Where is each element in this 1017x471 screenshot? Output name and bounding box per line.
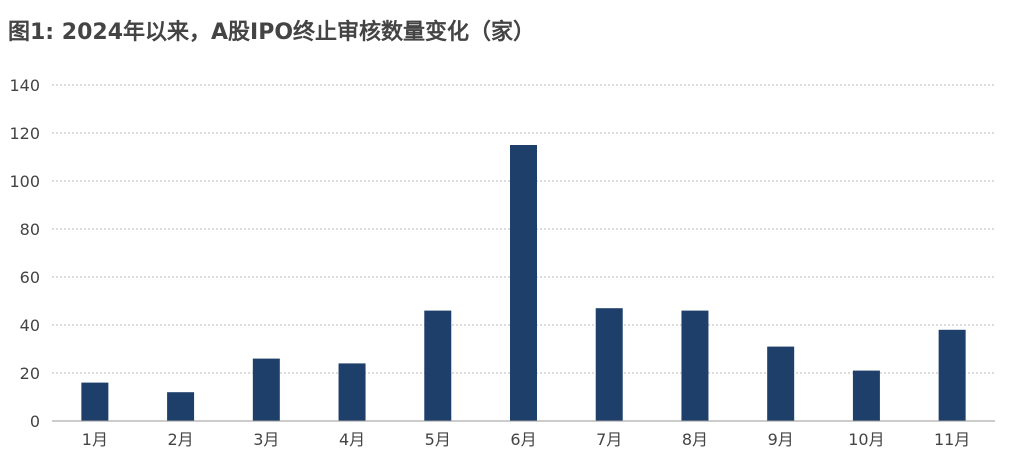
y-tick-label: 60	[20, 268, 40, 287]
bar	[852, 370, 880, 421]
y-tick-label: 100	[9, 172, 40, 191]
grid-layer	[52, 84, 995, 374]
y-tick-label: 140	[9, 76, 40, 95]
bar	[681, 310, 709, 421]
y-tick-label: 0	[30, 412, 40, 431]
x-tick-label: 4月	[339, 430, 365, 449]
x-tick-label: 9月	[768, 430, 794, 449]
bar	[595, 308, 623, 421]
x-tick-label: 2月	[167, 430, 193, 449]
y-tick-label: 120	[9, 124, 40, 143]
x-tick-label: 5月	[425, 430, 451, 449]
bars-layer	[81, 145, 966, 421]
bar	[167, 392, 195, 421]
bar	[81, 382, 109, 421]
bar	[338, 363, 366, 421]
bar	[767, 346, 795, 421]
bar	[510, 145, 537, 421]
x-tick-label: 7月	[596, 430, 622, 449]
x-tick-label: 1月	[82, 430, 108, 449]
y-tick-label: 40	[20, 316, 40, 335]
y-tick-label: 20	[20, 364, 40, 383]
y-axis-ticks: 0 20 40 60 80 100 120 140	[9, 76, 40, 431]
bar	[252, 358, 280, 421]
x-tick-label: 6月	[510, 430, 536, 449]
x-tick-label: 10月	[848, 430, 884, 449]
x-tick-label: 8月	[682, 430, 708, 449]
x-tick-label: 11月	[934, 430, 970, 449]
bar	[938, 329, 966, 421]
bar	[424, 310, 452, 421]
x-axis-ticks: 1月 2月 3月 4月 5月 6月 7月 8月 9月 10月 11月	[82, 430, 971, 449]
y-tick-label: 80	[20, 220, 40, 239]
x-tick-label: 3月	[253, 430, 279, 449]
chart-title: 图1: 2024年以来，A股IPO终止审核数量变化（家）	[8, 20, 536, 45]
